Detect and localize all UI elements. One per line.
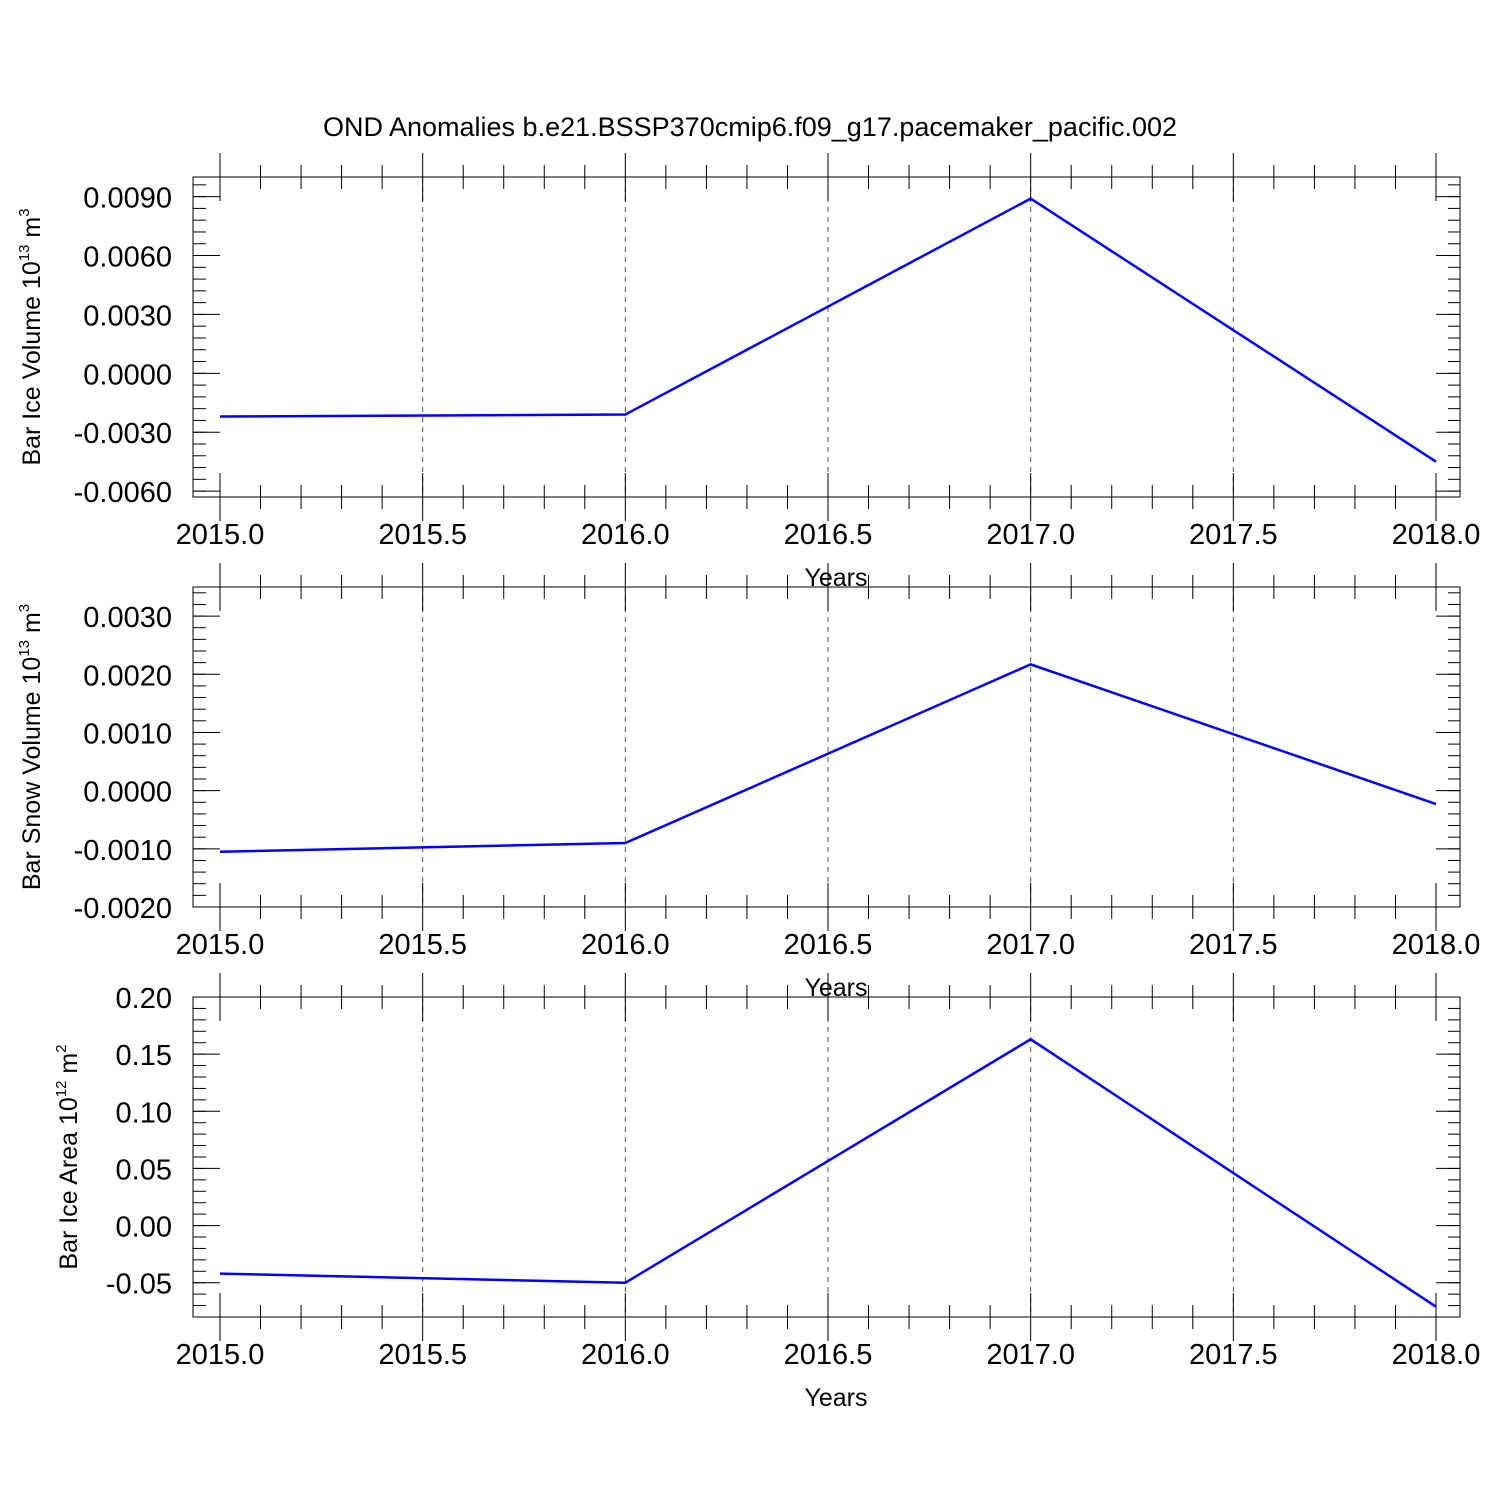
series-line (219, 1037, 1437, 1308)
y-tick-label: 0.05 (116, 1154, 172, 1186)
x-tick-label: 2015.0 (176, 1339, 265, 1371)
x-tick-label: 2017.0 (986, 929, 1075, 961)
x-tick-label: 2016.0 (581, 519, 670, 551)
series-line (219, 197, 1437, 463)
x-tick-label: 2016.0 (581, 1339, 670, 1371)
plot-frame (192, 996, 1461, 1318)
y-axis-label: Bar Snow Volume 1013 m3 (16, 604, 46, 890)
y-tick-label: -0.05 (106, 1269, 172, 1301)
y-axis-label: Bar Ice Volume 1013 m3 (16, 208, 46, 465)
x-tick-label: 2015.5 (378, 929, 467, 961)
x-axis-label: Years (804, 974, 867, 1002)
x-tick-label: 2015.0 (176, 519, 265, 551)
y-tick-label: 0.0060 (83, 242, 172, 274)
y-tick-label: -0.0010 (74, 835, 172, 867)
plot-frame (192, 586, 1461, 908)
y-tick-label: 0.15 (116, 1040, 172, 1072)
y-tick-label: -0.0060 (74, 477, 172, 509)
chart-panel-2: 2015.0 2015.5 2016.0 2016.5 2017.0 2017.5 2018… (16, 563, 1480, 1002)
x-tick-label: 2015.5 (378, 519, 467, 551)
y-tick-label: 0.0090 (83, 183, 172, 215)
x-tick-label: 2016.0 (581, 929, 670, 961)
chart-title: OND Anomalies b.e21.BSSP370cmip6.f09_g17… (322, 112, 1177, 142)
y-tick-label: 0.0000 (83, 359, 172, 391)
series-line (219, 663, 1437, 853)
y-tick-label: 0.00 (116, 1212, 172, 1244)
x-tick-label: 2015.0 (176, 929, 265, 961)
y-axis-label: Bar Ice Area 1012 m2 (53, 1044, 83, 1269)
y-tick-label: 0.20 (116, 983, 172, 1015)
x-tick-label: 2018.0 (1392, 1339, 1481, 1371)
x-tick-label: 2016.5 (784, 519, 873, 551)
x-tick-label: 2017.0 (986, 519, 1075, 551)
y-tick-label: 0.10 (116, 1097, 172, 1129)
y-tick-label: 0.0030 (83, 300, 172, 332)
chart-panel-3: 2015.0 2015.5 2016.0 2016.5 2017.0 2017.5 2018… (53, 973, 1480, 1412)
x-tick-label: 2016.5 (784, 929, 873, 961)
y-tick-label: 0.0020 (83, 660, 172, 692)
x-tick-label: 2017.0 (986, 1339, 1075, 1371)
plot-frame (192, 176, 1461, 498)
x-tick-label: 2016.5 (784, 1339, 873, 1371)
y-tick-label: 0.0010 (83, 718, 172, 750)
y-tick-label: 0.0030 (83, 602, 172, 634)
x-tick-label: 2018.0 (1392, 519, 1481, 551)
x-tick-label: 2017.5 (1189, 519, 1278, 551)
x-tick-label: 2017.5 (1189, 929, 1278, 961)
x-tick-label: 2015.5 (378, 1339, 467, 1371)
chart-panel-1: 2015.0 2015.5 2016.0 2016.5 2017.0 2017.5 2018… (16, 153, 1480, 592)
x-tick-label: 2017.5 (1189, 1339, 1278, 1371)
x-tick-label: 2018.0 (1392, 929, 1481, 961)
x-axis-label: Years (804, 1384, 867, 1412)
x-axis-label: Years (804, 564, 867, 592)
y-tick-label: -0.0030 (74, 418, 172, 450)
y-tick-label: -0.0020 (74, 893, 172, 925)
y-tick-label: 0.0000 (83, 777, 172, 809)
